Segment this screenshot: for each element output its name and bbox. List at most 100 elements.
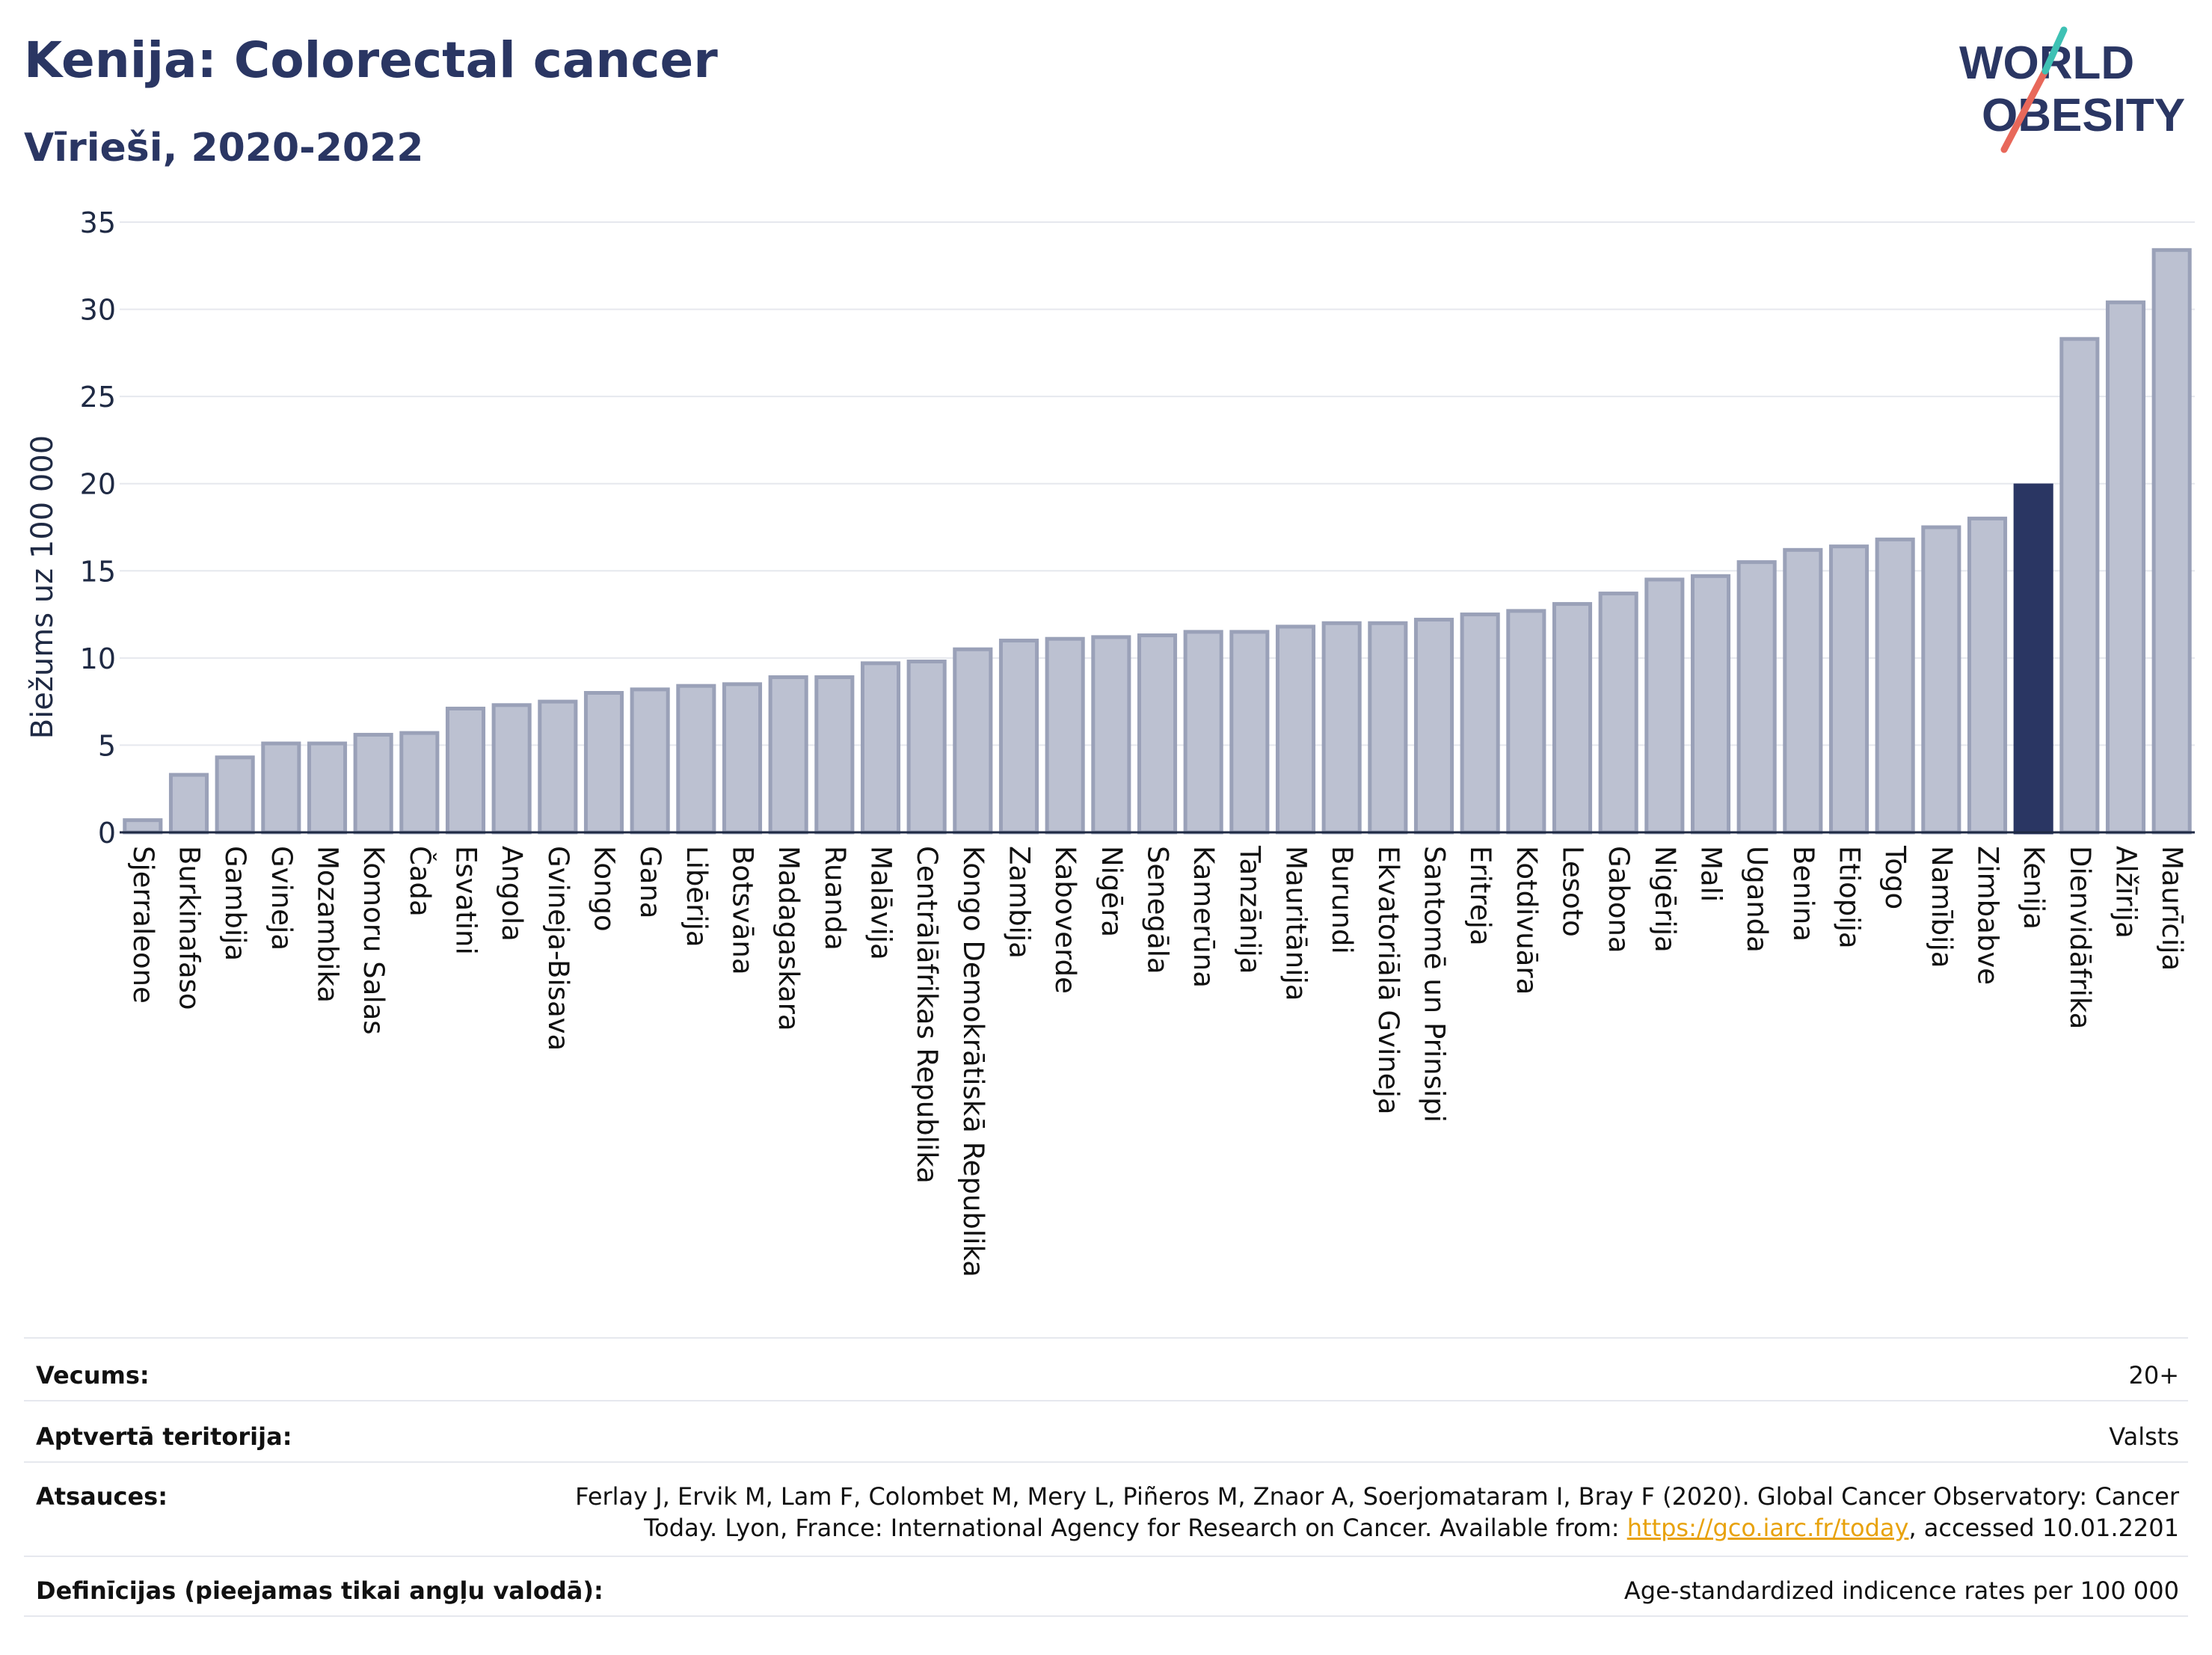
x-tick-label: Burundi xyxy=(1326,846,1358,954)
x-tick-label: Kaboverde xyxy=(1049,846,1081,994)
x-tick-label: Kongo xyxy=(589,846,621,932)
bar-16 xyxy=(860,661,901,835)
bar-33 xyxy=(1644,577,1685,835)
y-tick-label: 30 xyxy=(80,294,116,327)
y-tick-label: 35 xyxy=(80,206,116,239)
refs-line2-b: , accessed 10.01.2201 xyxy=(1908,1514,2179,1542)
x-tick-label: Uganda xyxy=(1741,846,1773,953)
bar-8 xyxy=(491,703,532,835)
x-tick-label: Mali xyxy=(1695,846,1727,902)
bar-3 xyxy=(261,741,301,835)
bar-10 xyxy=(583,690,624,835)
defs-label: Definīcijas (pieejamas tikai angļu valod… xyxy=(36,1576,603,1605)
x-tick-label: Senegāla xyxy=(1142,846,1174,974)
x-tick-label: Esvatini xyxy=(450,846,482,955)
bar-24 xyxy=(1229,630,1270,835)
bar-22 xyxy=(1137,633,1178,835)
y-tick-label: 25 xyxy=(80,381,116,414)
bar-14 xyxy=(768,675,808,835)
bar-36 xyxy=(1783,547,1823,835)
bar-34 xyxy=(1690,574,1731,835)
x-tick-label: Čada xyxy=(404,846,437,917)
bar-43 xyxy=(2105,300,2146,835)
y-tick-label: 15 xyxy=(80,555,116,588)
bar-35 xyxy=(1736,560,1777,835)
x-tick-label: Kotdivuāra xyxy=(1511,846,1543,995)
bar-5 xyxy=(353,732,393,835)
refs-line1: Ferlay J, Ervik M, Lam F, Colombet M, Me… xyxy=(575,1482,2179,1511)
info-table: Vecums: 20+ Aptvertā teritorija: Valsts … xyxy=(24,1331,2188,1630)
bar-4 xyxy=(307,741,348,835)
y-tick-label: 20 xyxy=(80,468,116,501)
x-tick-label: Libērija xyxy=(681,846,713,948)
bar-11 xyxy=(630,687,670,835)
bar-30 xyxy=(1506,609,1546,835)
x-tick-label: Ruanda xyxy=(819,846,851,951)
coverage-value: Valsts xyxy=(2109,1422,2179,1451)
x-tick-label: Burkinafaso xyxy=(173,846,206,1010)
refs-label: Atsauces: xyxy=(36,1482,168,1511)
x-tick-label: Lesoto xyxy=(1557,846,1589,937)
bar-15 xyxy=(814,675,855,835)
x-tick-label: Madagaskara xyxy=(772,846,805,1031)
page-title: Kenija: Colorectal cancer xyxy=(24,31,718,89)
world-obesity-logo: WORLD OBESITY xyxy=(1959,26,2185,153)
x-tick-label: Maurīcija xyxy=(2156,846,2188,971)
y-tick-label: 10 xyxy=(80,642,116,675)
x-tick-label: Benina xyxy=(1787,846,1819,942)
x-tick-label: Gambija xyxy=(219,846,251,961)
bar-20 xyxy=(1045,636,1085,835)
bar-28 xyxy=(1413,618,1454,835)
refs-link[interactable]: https://gco.iarc.fr/today xyxy=(1626,1514,1909,1542)
x-tick-label: Botsvāna xyxy=(727,846,759,975)
x-tick-label: Eritreja xyxy=(1464,846,1496,946)
x-tick-label: Santomē un Prinsipi xyxy=(1419,846,1451,1123)
bar-2 xyxy=(215,755,255,835)
bar-19 xyxy=(998,639,1039,835)
coverage-label: Aptvertā teritorija: xyxy=(36,1422,292,1451)
defs-value: Age-standardized indicence rates per 100… xyxy=(1623,1576,2179,1605)
bar-39 xyxy=(1921,525,1961,835)
bar-42 xyxy=(2059,337,2100,835)
x-tick-label: Ekvatoriālā Gvineja xyxy=(1372,846,1404,1114)
bar-27 xyxy=(1368,621,1408,835)
bar-1 xyxy=(168,773,209,835)
x-tick-label: Nigērija xyxy=(1649,846,1681,953)
page-subtitle: Vīrieši, 2020-2022 xyxy=(24,126,424,171)
x-tick-label: Mauritānija xyxy=(1280,846,1312,1001)
bar-13 xyxy=(722,682,763,835)
refs-line2-a: Today. Lyon, France: International Agenc… xyxy=(644,1514,1627,1542)
bar-7 xyxy=(445,706,486,835)
x-tick-label: Komoru Salas xyxy=(357,846,390,1035)
x-tick-label: Zambija xyxy=(1004,846,1036,959)
age-label: Vecums: xyxy=(36,1361,150,1390)
bar-18 xyxy=(953,647,993,835)
age-value: 20+ xyxy=(2128,1361,2179,1390)
bar-21 xyxy=(1091,635,1131,835)
x-tick-label: Nigēra xyxy=(1096,846,1128,937)
y-tick-label: 5 xyxy=(98,729,116,762)
bar-17 xyxy=(906,660,947,835)
x-tick-label: Malāvija xyxy=(865,846,897,960)
x-tick-label: Kenija xyxy=(2018,846,2050,930)
bar-31 xyxy=(1552,602,1593,835)
bar-38 xyxy=(1875,537,1915,835)
x-tick-label: Gvineja xyxy=(265,846,298,951)
y-tick-label: 0 xyxy=(98,817,116,850)
x-tick-label: Zimbabve xyxy=(1972,846,2004,985)
x-tick-label: Kamerūna xyxy=(1188,846,1220,988)
y-axis-title: Biežums uz 100 000 xyxy=(25,435,60,740)
x-tick-label: Etiopija xyxy=(1834,846,1866,949)
bar-25 xyxy=(1275,624,1316,835)
bar-32 xyxy=(1598,592,1638,835)
refs-line2: Today. Lyon, France: International Agenc… xyxy=(644,1514,2179,1542)
bar-12 xyxy=(676,684,716,835)
x-tick-label: Dienvidāfrika xyxy=(2064,846,2096,1029)
x-tick-label: Gvineja-Bisava xyxy=(542,846,574,1051)
x-tick-label: Centrālāfrikas Republika xyxy=(911,846,943,1184)
x-tick-label: Tanzānija xyxy=(1234,845,1266,974)
bar-44 xyxy=(2151,248,2192,835)
bar-26 xyxy=(1321,621,1362,835)
x-tick-label: Gana xyxy=(634,846,666,918)
x-tick-label: Namībija xyxy=(1926,846,1958,968)
